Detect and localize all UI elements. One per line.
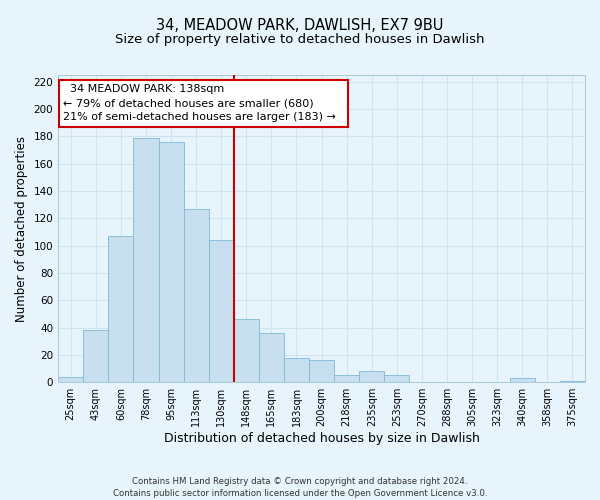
Bar bbox=[184, 209, 209, 382]
Bar bbox=[109, 236, 133, 382]
Bar bbox=[309, 360, 334, 382]
Bar bbox=[83, 330, 109, 382]
Text: Size of property relative to detached houses in Dawlish: Size of property relative to detached ho… bbox=[115, 32, 485, 46]
Text: Contains public sector information licensed under the Open Government Licence v3: Contains public sector information licen… bbox=[113, 489, 487, 498]
Bar bbox=[58, 376, 83, 382]
Bar bbox=[560, 381, 585, 382]
Bar bbox=[334, 376, 359, 382]
Bar bbox=[259, 333, 284, 382]
Bar bbox=[510, 378, 535, 382]
Text: 34, MEADOW PARK, DAWLISH, EX7 9BU: 34, MEADOW PARK, DAWLISH, EX7 9BU bbox=[157, 18, 443, 32]
Bar bbox=[158, 142, 184, 382]
Bar bbox=[209, 240, 234, 382]
X-axis label: Distribution of detached houses by size in Dawlish: Distribution of detached houses by size … bbox=[164, 432, 479, 445]
Text: Contains HM Land Registry data © Crown copyright and database right 2024.: Contains HM Land Registry data © Crown c… bbox=[132, 478, 468, 486]
Bar bbox=[284, 358, 309, 382]
Bar bbox=[234, 320, 259, 382]
Text: 34 MEADOW PARK: 138sqm
← 79% of detached houses are smaller (680)
21% of semi-de: 34 MEADOW PARK: 138sqm ← 79% of detached… bbox=[64, 84, 343, 122]
Bar bbox=[133, 138, 158, 382]
Bar bbox=[385, 376, 409, 382]
Bar bbox=[359, 372, 385, 382]
Y-axis label: Number of detached properties: Number of detached properties bbox=[15, 136, 28, 322]
